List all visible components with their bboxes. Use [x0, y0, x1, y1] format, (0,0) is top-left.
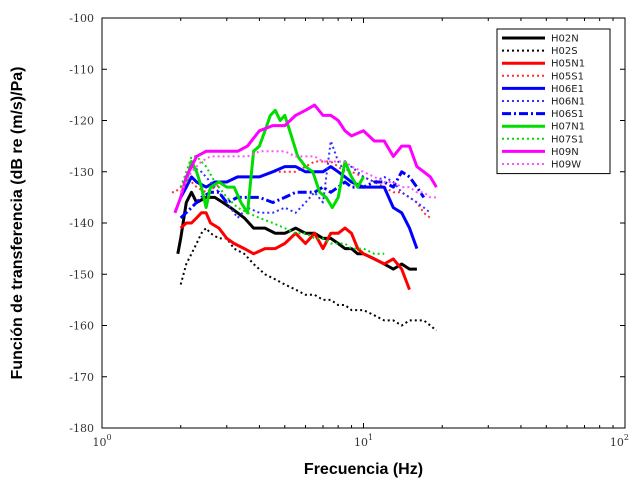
y-tick-label: -130: [69, 166, 94, 179]
legend-label: H02N: [551, 34, 579, 45]
x-tick-label-base: 10: [92, 436, 106, 449]
legend-label: H09N: [551, 147, 579, 158]
y-axis-title: Función de transferencia (dB re (m/s)/Pa…: [9, 67, 26, 380]
y-tick-label: -160: [69, 320, 94, 333]
series-line-h06n1: [191, 140, 431, 219]
series-line-h07s1: [179, 155, 385, 255]
x-tick-label-exponent: 2: [624, 433, 629, 442]
x-tick-label-exponent: 0: [106, 433, 111, 442]
x-tick-label-base: 10: [610, 436, 624, 449]
y-tick-label: -110: [69, 63, 94, 76]
series-line-h09n: [173, 103, 438, 214]
y-tick-label: -120: [69, 115, 94, 128]
plot-series-layer: [171, 103, 438, 332]
x-axis-title: Frecuencia (Hz): [304, 461, 423, 478]
legend: H02NH02SH05N1H05S1H06E1H06N1H06S1H07N1H0…: [496, 28, 611, 175]
series-line-h09w: [179, 150, 437, 199]
y-tick-label: -100: [69, 12, 94, 25]
legend-label: H06E1: [551, 84, 584, 95]
y-tick-label: -150: [69, 268, 94, 281]
legend-label: H05S1: [551, 71, 584, 82]
y-tick-label: -180: [69, 422, 94, 435]
legend-box: [496, 28, 611, 175]
legend-label: H09W: [551, 160, 581, 171]
series-line-h06e1: [179, 165, 419, 250]
legend-label: H07S1: [551, 134, 584, 145]
series-line-h05s1: [171, 160, 431, 219]
legend-label: H06N1: [551, 97, 585, 108]
legend-label: H05N1: [551, 59, 585, 70]
legend-label: H07N1: [551, 122, 585, 133]
series-line-h06s1: [179, 170, 426, 219]
x-tick-label: 102: [610, 433, 629, 449]
y-tick-label: -140: [69, 217, 94, 230]
x-tick-label: 101: [354, 433, 373, 449]
series-line-h02s: [179, 227, 438, 332]
y-tick-label: -170: [69, 371, 94, 384]
x-tick-label: 100: [92, 433, 111, 449]
series-line-h05n1: [179, 211, 411, 291]
x-tick-label-exponent: 1: [368, 433, 373, 442]
series-line-h02n: [176, 190, 417, 271]
legend-label: H02S: [551, 46, 578, 57]
legend-label: H06S1: [551, 109, 584, 120]
x-tick-label-base: 10: [354, 436, 368, 449]
series-line-h07n1: [184, 108, 365, 215]
